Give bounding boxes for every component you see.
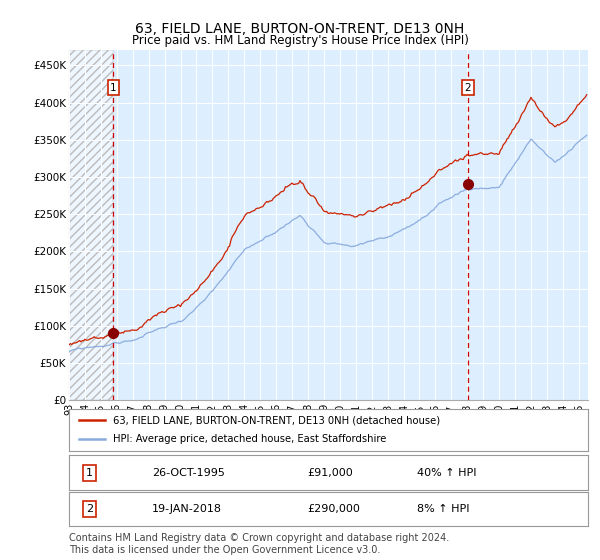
Text: Contains HM Land Registry data © Crown copyright and database right 2024.
This d: Contains HM Land Registry data © Crown c… xyxy=(69,533,449,555)
Text: £290,000: £290,000 xyxy=(308,504,361,514)
Text: 40% ↑ HPI: 40% ↑ HPI xyxy=(417,468,476,478)
Text: 26-OCT-1995: 26-OCT-1995 xyxy=(152,468,225,478)
Text: HPI: Average price, detached house, East Staffordshire: HPI: Average price, detached house, East… xyxy=(113,435,386,445)
Text: £91,000: £91,000 xyxy=(308,468,353,478)
Text: Price paid vs. HM Land Registry's House Price Index (HPI): Price paid vs. HM Land Registry's House … xyxy=(131,34,469,46)
Text: 8% ↑ HPI: 8% ↑ HPI xyxy=(417,504,469,514)
Text: 63, FIELD LANE, BURTON-ON-TRENT, DE13 0NH: 63, FIELD LANE, BURTON-ON-TRENT, DE13 0N… xyxy=(136,22,464,36)
Polygon shape xyxy=(69,50,113,400)
Text: 63, FIELD LANE, BURTON-ON-TRENT, DE13 0NH (detached house): 63, FIELD LANE, BURTON-ON-TRENT, DE13 0N… xyxy=(113,415,440,425)
Text: 2: 2 xyxy=(464,83,471,92)
Text: 1: 1 xyxy=(86,468,93,478)
Text: 2: 2 xyxy=(86,504,94,514)
Text: 19-JAN-2018: 19-JAN-2018 xyxy=(152,504,222,514)
Text: 1: 1 xyxy=(110,83,117,92)
